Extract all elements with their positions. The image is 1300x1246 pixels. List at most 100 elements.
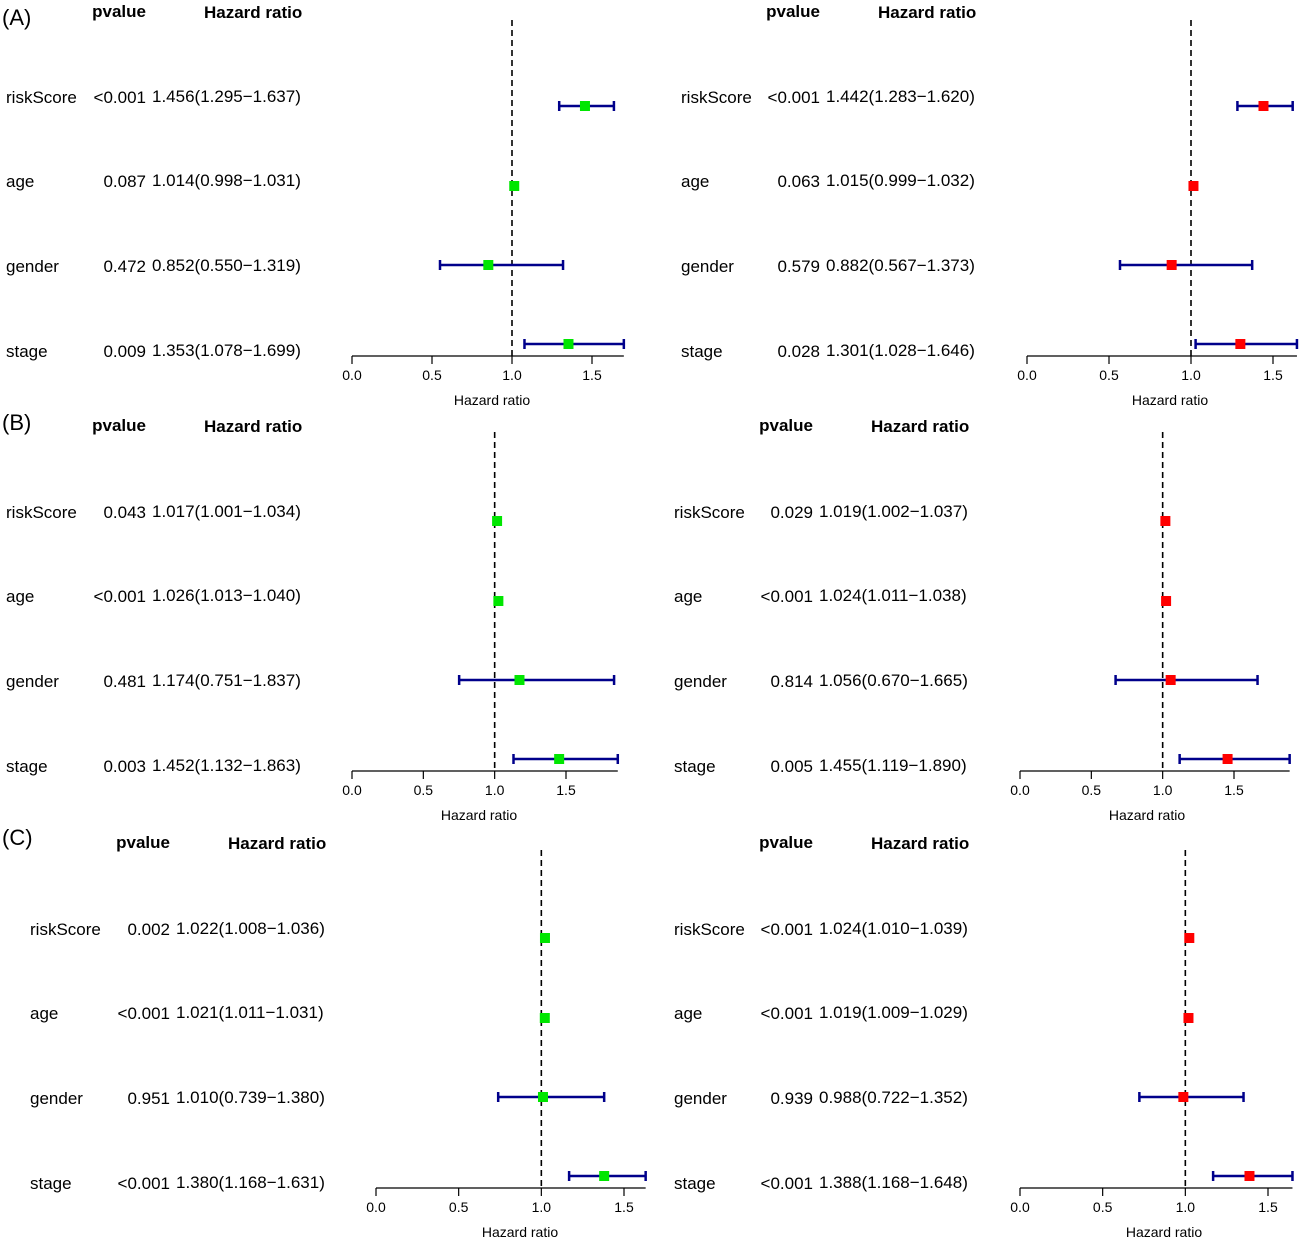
x-tick-label: 1.0 [1153,782,1173,798]
row-label: gender [674,1089,727,1108]
row-label: stage [6,757,48,776]
hr-marker [539,933,550,943]
hr-ci-text: 1.353(1.078−1.699) [152,341,301,360]
hr-marker [1184,933,1195,943]
hr-ci-text: 1.014(0.998−1.031) [152,171,301,190]
x-tick-label: 1.0 [1176,1199,1196,1215]
hr-ci-text: 1.380(1.168−1.631) [176,1173,325,1192]
pvalue-text: 0.029 [770,503,813,522]
forest-panel-1: (A) pvalue Hazard ratio riskScore <0.001 1.45… [2,2,626,408]
x-axis-label: Hazard ratio [1126,1224,1202,1240]
hazard-ratio-header: Hazard ratio [204,417,302,436]
hr-marker [563,339,574,349]
hr-ci-text: 0.882(0.567−1.373) [826,256,975,275]
row-label: riskScore [674,503,745,522]
row-label: stage [681,342,723,361]
pvalue-text: 0.003 [103,757,146,776]
x-axis-label: Hazard ratio [454,392,530,408]
hr-marker [1166,260,1177,270]
hr-ci-text: 1.026(1.013−1.040) [152,586,301,605]
row-label: gender [674,672,727,691]
panel-letter: (C) [2,825,33,850]
pvalue-text: <0.001 [118,1004,170,1023]
pvalue-header: pvalue [116,833,170,852]
hr-ci-text: 1.442(1.283−1.620) [826,87,975,106]
x-axis-label: Hazard ratio [1109,807,1185,823]
pvalue-text: <0.001 [94,88,146,107]
x-tick-label: 0.5 [422,367,442,383]
row-label: riskScore [681,88,752,107]
pvalue-header: pvalue [92,416,146,435]
x-tick-label: 1.0 [502,367,522,383]
hazard-ratio-header: Hazard ratio [204,3,302,22]
row-label: stage [30,1174,72,1193]
row-label: stage [674,1174,716,1193]
pvalue-text: 0.028 [777,342,820,361]
pvalue-text: 0.481 [103,672,146,691]
pvalue-header: pvalue [759,416,813,435]
x-tick-label: 0.0 [366,1199,386,1215]
row-label: gender [6,257,59,276]
pvalue-text: 0.579 [777,257,820,276]
pvalue-text: 0.043 [103,503,146,522]
hr-ci-text: 1.015(0.999−1.032) [826,171,975,190]
row-label: age [6,587,34,606]
hr-marker [1258,101,1269,111]
x-tick-label: 0.0 [1017,367,1037,383]
row-label: gender [681,257,734,276]
hr-marker [1165,675,1176,685]
pvalue-header: pvalue [766,2,820,21]
x-tick-label: 1.5 [1224,782,1244,798]
pvalue-text: 0.939 [770,1089,813,1108]
forest-panel-6: pvalue Hazard ratio riskScore <0.001 1.024(1… [674,833,1294,1240]
x-tick-label: 1.5 [582,367,602,383]
hr-ci-text: 1.010(0.739−1.380) [176,1088,325,1107]
hazard-ratio-header: Hazard ratio [878,3,976,22]
hr-marker [1222,754,1233,764]
hr-ci-text: 1.019(1.002−1.037) [819,502,968,521]
row-label: riskScore [6,503,77,522]
pvalue-text: 0.002 [127,920,170,939]
forest-panel-4: pvalue Hazard ratio riskScore 0.029 1.019(1.… [674,416,1291,823]
hr-ci-text: 1.017(1.001−1.034) [152,502,301,521]
row-label: stage [6,342,48,361]
row-label: age [674,1004,702,1023]
x-tick-label: 1.0 [532,1199,552,1215]
row-label: stage [674,757,716,776]
hr-ci-text: 1.452(1.132−1.863) [152,756,301,775]
x-tick-label: 1.5 [1258,1199,1278,1215]
forest-panel-2: pvalue Hazard ratio riskScore <0.001 1.442(1… [681,2,1299,408]
hr-ci-text: 1.019(1.009−1.029) [819,1003,968,1022]
hr-marker [483,260,494,270]
hr-ci-text: 1.456(1.295−1.637) [152,87,301,106]
x-tick-label: 0.0 [1010,1199,1030,1215]
row-label: riskScore [30,920,101,939]
pvalue-text: 0.472 [103,257,146,276]
hr-ci-text: 1.174(0.751−1.837) [152,671,301,690]
x-axis-label: Hazard ratio [482,1224,558,1240]
x-tick-label: 0.5 [1082,782,1102,798]
hr-ci-text: 1.455(1.119−1.890) [819,756,967,775]
hr-ci-text: 1.024(1.010−1.039) [819,919,968,938]
x-tick-label: 1.5 [1263,367,1283,383]
row-label: riskScore [6,88,77,107]
pvalue-text: <0.001 [94,587,146,606]
hr-ci-text: 1.022(1.008−1.036) [176,919,325,938]
row-label: gender [30,1089,83,1108]
hr-ci-text: 0.852(0.550−1.319) [152,256,301,275]
hazard-ratio-header: Hazard ratio [871,834,969,853]
hr-marker [579,101,590,111]
hr-marker [492,516,503,526]
x-tick-label: 0.5 [449,1199,469,1215]
pvalue-text: <0.001 [761,1004,813,1023]
pvalue-text: 0.087 [103,172,146,191]
hr-ci-text: 0.988(0.722−1.352) [819,1088,968,1107]
forest-panel-3: (B) pvalue Hazard ratio riskScore 0.043 1.017… [2,410,620,823]
x-tick-label: 0.0 [1010,782,1030,798]
pvalue-text: <0.001 [761,920,813,939]
hr-marker [1178,1092,1189,1102]
hr-marker [1160,516,1171,526]
row-label: age [30,1004,58,1023]
x-tick-label: 0.0 [342,782,362,798]
